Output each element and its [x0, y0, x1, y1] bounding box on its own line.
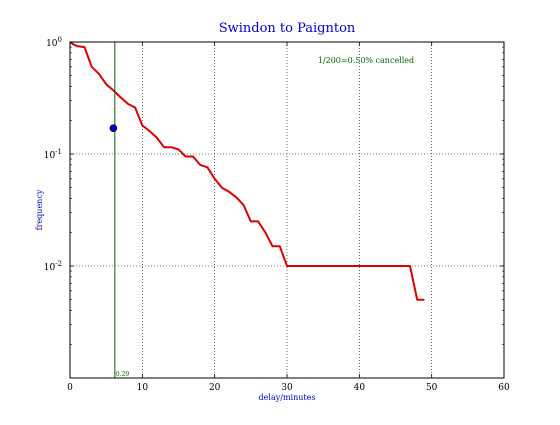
x-tick-label: 0 [67, 383, 73, 393]
chart-title: Swindon to Paignton [219, 21, 356, 36]
series-layer [69, 41, 425, 301]
delay-frequency-series-line [69, 41, 425, 301]
cancelled-annotation: 1/200=0.50% cancelled [318, 56, 414, 65]
y-axis-label: frequency [35, 189, 44, 230]
marker-line-label: 0.29 [116, 371, 130, 378]
marker-point [109, 124, 118, 132]
x-tick-label: 60 [498, 383, 510, 393]
marker-layer: 0.29 [109, 42, 130, 378]
x-tick-label: 10 [137, 383, 149, 393]
y-tick-label: 100 [46, 36, 62, 49]
x-tick-label: 50 [426, 383, 438, 393]
x-tick-label: 20 [209, 383, 221, 393]
y-tick-label: 10-1 [44, 148, 62, 161]
y-tick-label: 10-2 [44, 260, 62, 273]
x-tick-label: 30 [281, 383, 293, 393]
x-axis-label: delay/minutes [259, 393, 316, 402]
x-tick-label: 40 [354, 383, 366, 393]
axis-ticks: 0 10 20 30 40 50 60 100 10-1 10-2 [44, 36, 510, 393]
